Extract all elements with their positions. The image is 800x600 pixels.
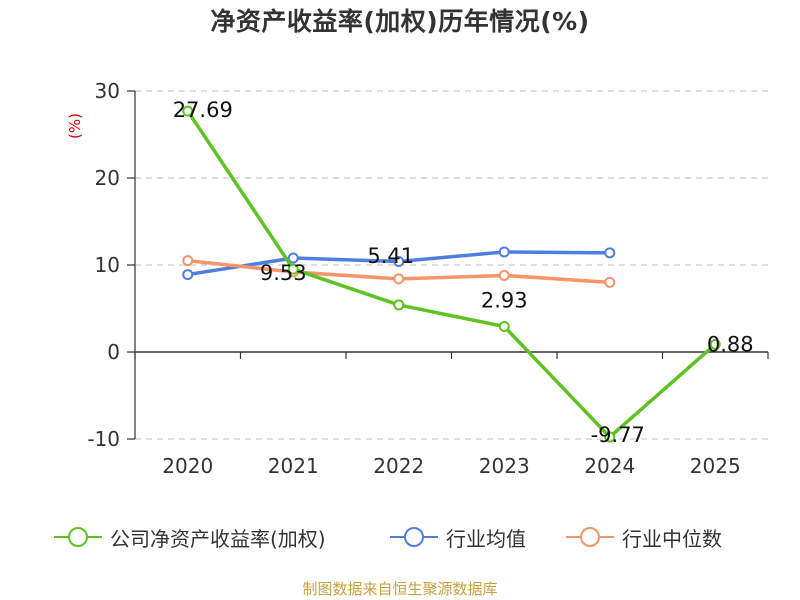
y-axis-label: (%) (66, 113, 84, 139)
data-label: 5.41 (367, 244, 414, 268)
data-point (182, 269, 194, 281)
data-point (498, 321, 510, 333)
data-label: 27.69 (173, 98, 233, 122)
legend-item-company[interactable]: 公司净资产收益率(加权) (54, 520, 326, 554)
legend-circle-industry-median (580, 527, 600, 547)
legend-item-industry-median[interactable]: 行业中位数 (566, 520, 722, 554)
x-tick-label: 2022 (373, 454, 424, 478)
legend-label-company: 公司净资产收益率(加权) (110, 526, 326, 551)
data-point (498, 246, 510, 258)
data-point (393, 256, 405, 268)
x-tick-label: 2023 (479, 454, 530, 478)
y-tick-label: 20 (95, 166, 120, 190)
circle-line-icon (566, 527, 614, 547)
legend-circle-company (68, 527, 88, 547)
data-point (498, 269, 510, 281)
data-label: 0.88 (707, 332, 754, 356)
x-tick-label: 2021 (268, 454, 319, 478)
data-point (604, 276, 616, 288)
legend-circle-industry-avg (404, 527, 424, 547)
legend-label-industry-avg: 行业均值 (446, 526, 526, 551)
x-tick-label: 2025 (690, 454, 741, 478)
legend-label-industry-median: 行业中位数 (622, 526, 722, 551)
legend-item-industry-avg[interactable]: 行业均值 (390, 520, 526, 554)
x-tick-label: 2024 (584, 454, 635, 478)
data-point (182, 105, 194, 117)
source-note: 制图数据来自恒生聚源数据库 (302, 580, 498, 598)
y-tick-label: 30 (95, 79, 120, 103)
y-tick-label: 10 (95, 253, 120, 277)
data-point (604, 247, 616, 259)
data-label: -9.77 (591, 423, 645, 447)
data-point (182, 255, 194, 267)
data-label: 9.53 (260, 261, 307, 285)
data-label: 2.93 (481, 289, 528, 313)
axes: -10 0 10 20 30 (%) 2020 2021 2022 2023 2024 2025 (66, 79, 769, 478)
legend: 公司净资产收益率(加权) 行业均值 行业中位数 (0, 520, 800, 554)
data-point (709, 338, 721, 350)
data-point (287, 263, 299, 275)
data-point (604, 431, 616, 443)
data-point (287, 252, 299, 264)
circle-line-icon (390, 527, 438, 547)
circle-line-icon (54, 527, 102, 547)
y-tick-label: 0 (107, 340, 120, 364)
series-line-0 (186, 110, 717, 439)
data-point (393, 273, 405, 285)
y-tick-label: -10 (87, 427, 120, 451)
chart-title: 净资产收益率(加权)历年情况(%) (210, 7, 590, 36)
x-tick-label: 2020 (162, 454, 213, 478)
data-point (393, 299, 405, 311)
data-labels: 27.69 9.53 5.41 2.93 -9.77 0.88 (173, 98, 754, 447)
series-lines (182, 105, 721, 443)
